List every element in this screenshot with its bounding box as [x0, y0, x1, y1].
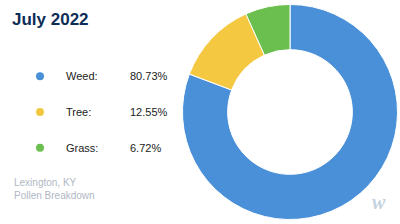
svg-text:12.55%: 12.55% — [130, 106, 168, 118]
svg-text:Grass:: Grass: — [66, 142, 98, 154]
svg-text:6.72%: 6.72% — [130, 142, 161, 154]
svg-text:80.73%: 80.73% — [130, 70, 168, 82]
svg-text:w: w — [372, 191, 386, 213]
svg-text:Weed:: Weed: — [66, 70, 98, 82]
svg-text:Tree:: Tree: — [66, 106, 91, 118]
svg-text:July 2022: July 2022 — [12, 10, 89, 29]
svg-text:Lexington, KYPollen Breakdown: Lexington, KYPollen Breakdown — [14, 177, 95, 201]
